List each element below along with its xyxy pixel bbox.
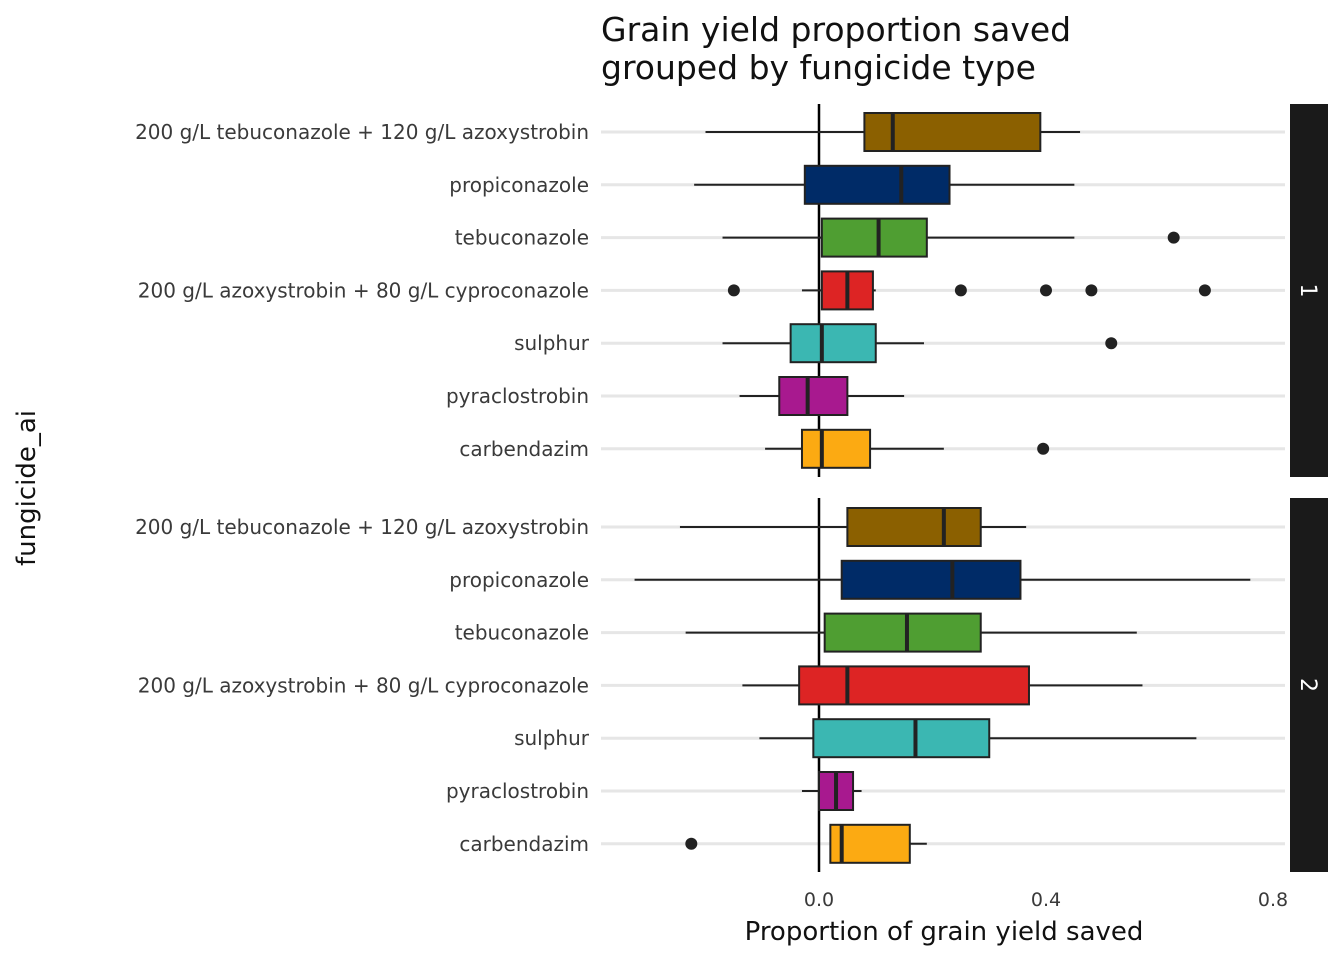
category-label: tebuconazole <box>455 226 589 250</box>
box-6 <box>765 428 1050 469</box>
box-1 <box>634 559 1251 600</box>
facet-strip-label: 1 <box>1295 284 1320 298</box>
category-label: 200 g/L tebuconazole + 120 g/L azoxystro… <box>135 515 589 539</box>
panels: 200 g/L tebuconazole + 120 g/L azoxystro… <box>135 104 1328 872</box>
box-iqr <box>812 718 991 759</box>
facet-strip-2 <box>1290 498 1328 872</box>
box-2 <box>685 612 1137 653</box>
category-label: tebuconazole <box>455 621 589 645</box>
box-iqr <box>798 665 1030 706</box>
category-label: carbendazim <box>459 832 589 856</box>
category-label: pyraclostrobin <box>446 779 589 803</box>
box-iqr <box>803 164 951 205</box>
box-6 <box>685 823 927 864</box>
box-4 <box>722 323 1118 364</box>
box-iqr <box>820 217 928 258</box>
box-iqr <box>823 612 982 653</box>
category-label: sulphur <box>514 331 590 355</box>
outlier-point <box>727 284 740 297</box>
category-label: carbendazim <box>459 437 589 461</box>
category-label: pyraclostrobin <box>446 384 589 408</box>
facet-strip-label: 2 <box>1295 678 1320 692</box>
category-label: propiconazole <box>449 568 589 592</box>
panel-1: 200 g/L tebuconazole + 120 g/L azoxystro… <box>135 104 1328 477</box>
box-3 <box>727 270 1211 311</box>
x-tick-label: 0.8 <box>1258 889 1288 911</box>
outlier-point <box>954 284 967 297</box>
chart-title-line-2: grouped by fungicide type <box>601 48 1036 87</box>
box-0 <box>705 112 1081 152</box>
box-2 <box>722 217 1180 258</box>
box-iqr <box>840 559 1022 600</box>
category-label: 200 g/L azoxystrobin + 80 g/L cyproconaz… <box>138 278 589 302</box>
box-0 <box>679 507 1027 547</box>
box-5 <box>801 771 862 811</box>
facet-strip-1 <box>1290 104 1328 477</box>
x-tick-label: 0.0 <box>804 889 834 911</box>
outlier-point <box>1167 231 1180 244</box>
y-axis-title: fungicide_ai <box>12 410 42 566</box>
x-axis: 0.0 0.4 0.8 <box>804 889 1288 911</box>
box-5 <box>739 376 905 416</box>
box-iqr <box>778 376 849 416</box>
chart-title-line-1: Grain yield proportion saved <box>601 10 1071 49</box>
box-3 <box>742 665 1143 706</box>
outlier-point <box>1040 284 1052 297</box>
outlier-point <box>1085 284 1098 297</box>
panel-2: 200 g/L tebuconazole + 120 g/L azoxystro… <box>135 498 1328 872</box>
box-iqr <box>800 428 872 469</box>
category-label: 200 g/L azoxystrobin + 80 g/L cyproconaz… <box>138 673 589 697</box>
category-label: propiconazole <box>449 173 589 197</box>
x-axis-title: Proportion of grain yield saved <box>745 917 1144 947</box>
outlier-point <box>1037 442 1050 455</box>
outlier-point <box>1105 337 1118 350</box>
box-iqr <box>789 323 877 364</box>
category-label: 200 g/L tebuconazole + 120 g/L azoxystro… <box>135 120 589 144</box>
box-iqr <box>846 507 982 547</box>
category-label: sulphur <box>514 726 590 750</box>
outlier-point <box>1198 284 1211 297</box>
x-tick-label: 0.4 <box>1031 889 1061 911</box>
box-1 <box>694 164 1075 205</box>
box-4 <box>759 718 1197 759</box>
outlier-point <box>685 837 698 850</box>
